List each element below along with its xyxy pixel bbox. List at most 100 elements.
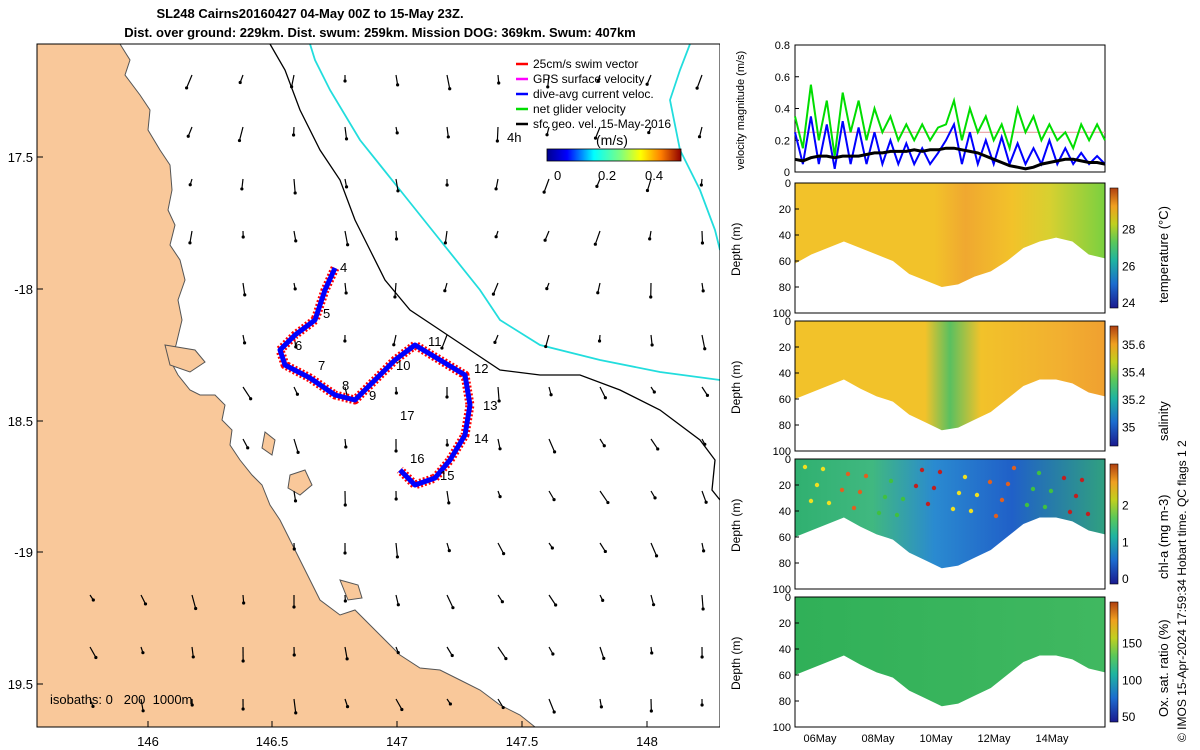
surface-velocity-arrowhead bbox=[649, 709, 653, 713]
velocity-y-tick-label: 0 bbox=[784, 167, 790, 179]
surface-velocity-arrowhead bbox=[295, 392, 300, 396]
chl-data-point bbox=[919, 467, 925, 473]
surface-velocity-arrowhead bbox=[243, 293, 247, 297]
surface-velocity-arrowhead bbox=[394, 391, 398, 395]
lat-tick-label: -19 bbox=[14, 545, 33, 560]
colorbar-label: Ox. sat. ratio (%) bbox=[1156, 619, 1171, 717]
title-line-1: SL248 Cairns20160427 04-May 00Z to 15-Ma… bbox=[156, 6, 464, 21]
surface-velocity-arrowhead bbox=[292, 605, 296, 609]
track-day-marker: 8 bbox=[342, 378, 349, 393]
lat-tick-label: 17.5 bbox=[8, 150, 33, 165]
legend-label: 25cm/s swim vector bbox=[533, 57, 638, 71]
surface-velocity-arrowhead bbox=[344, 291, 348, 295]
surface-velocity-arrowhead bbox=[649, 295, 653, 299]
surface-velocity-arrow bbox=[548, 438, 556, 453]
surface-velocity-arrowhead bbox=[91, 598, 95, 602]
surface-velocity-arrowhead bbox=[653, 496, 657, 500]
colorbar-tick-label: 28 bbox=[1122, 223, 1136, 237]
colorbar-title: (m/s) bbox=[596, 132, 628, 148]
surface-velocity-arrowhead bbox=[656, 447, 660, 451]
surface-velocity-arrowhead bbox=[396, 189, 400, 193]
surface-velocity-arrowhead bbox=[240, 187, 244, 191]
surface-velocity-arrowhead bbox=[392, 343, 396, 347]
speed-colorbar: (m/s) 4h 0 0.2 0.4 bbox=[507, 130, 682, 183]
surface-velocity-arrowhead bbox=[395, 555, 400, 559]
colorbar-tick-label: 35.2 bbox=[1122, 393, 1146, 407]
colorbar-tick-label: 26 bbox=[1122, 259, 1136, 273]
chl-data-point bbox=[826, 500, 832, 506]
chl-data-point bbox=[900, 496, 906, 502]
surface-velocity-arrow bbox=[444, 230, 448, 243]
chl-data-point bbox=[1036, 470, 1042, 476]
surface-velocity-arrow bbox=[696, 74, 703, 89]
legend-label: dive-avg current veloc. bbox=[533, 87, 654, 101]
surface-velocity-arrowhead bbox=[552, 498, 556, 502]
depth-tick-label: 40 bbox=[779, 368, 791, 380]
depth-ylabel: Depth (m) bbox=[729, 499, 743, 552]
depth-tick-label: 80 bbox=[779, 420, 791, 432]
surface-velocity-arrowhead bbox=[190, 703, 194, 707]
lon-tick-label: 146 bbox=[137, 734, 159, 749]
surface-velocity-arrowhead bbox=[446, 135, 450, 139]
surface-velocity-arrow bbox=[293, 230, 297, 241]
surface-velocity-arrowhead bbox=[395, 131, 399, 135]
surface-velocity-arrowhead bbox=[400, 707, 404, 712]
profile-frame bbox=[794, 182, 1106, 314]
surface-velocity-arrowhead bbox=[596, 291, 600, 295]
surface-velocity-arrow bbox=[548, 698, 555, 713]
surface-velocity-arrowhead bbox=[185, 86, 189, 90]
depth-tick-label: 100 bbox=[773, 308, 791, 320]
surface-velocity-arrowhead bbox=[293, 499, 298, 503]
surface-velocity-arrowhead bbox=[603, 396, 607, 400]
colorbar-tick-label: 100 bbox=[1122, 673, 1142, 687]
time-label: 4h bbox=[507, 130, 521, 145]
depth-ylabel: Depth (m) bbox=[729, 223, 743, 276]
surface-velocity-arrowhead bbox=[447, 549, 451, 553]
surface-velocity-arrow bbox=[441, 334, 448, 349]
surface-velocity-arrowhead bbox=[602, 444, 606, 448]
surface-velocity-arrow bbox=[701, 334, 706, 349]
profile-frame bbox=[794, 458, 1106, 590]
chl-data-point bbox=[839, 487, 845, 493]
surface-velocity-arrowhead bbox=[494, 235, 498, 239]
depth-tick-label: 20 bbox=[779, 204, 791, 216]
surface-velocity-arrowhead bbox=[294, 239, 298, 243]
surface-velocity-arrow bbox=[395, 594, 399, 605]
lon-tick-label: 148 bbox=[636, 734, 658, 749]
velocity-y-tick-label: 0.4 bbox=[775, 104, 790, 116]
surface-velocity-arrowhead bbox=[443, 241, 447, 245]
surface-velocity-arrow bbox=[650, 334, 653, 346]
surface-velocity-arrow bbox=[594, 126, 601, 139]
surface-velocity-arrow bbox=[187, 126, 193, 137]
depth-ylabel: Depth (m) bbox=[729, 637, 743, 690]
surface-velocity-arrowhead bbox=[606, 500, 610, 505]
surface-velocity-arrowhead bbox=[703, 442, 707, 446]
surface-velocity-arrow bbox=[293, 698, 297, 713]
surface-velocity-arrowhead bbox=[346, 243, 350, 247]
surface-velocity-arrowhead bbox=[648, 237, 652, 241]
surface-velocity-arrow bbox=[446, 490, 450, 503]
surface-velocity-arrowhead bbox=[645, 188, 650, 193]
colorbar-tick-label: 35.4 bbox=[1122, 365, 1146, 379]
colorbar-tick-0: 0 bbox=[554, 168, 561, 183]
chl-data-point bbox=[913, 483, 919, 489]
isobath-200m bbox=[269, 44, 720, 501]
surface-velocity-arrowhead bbox=[394, 497, 398, 501]
colorbar-label: temperature (°C) bbox=[1156, 206, 1171, 303]
surface-velocity-arrowhead bbox=[596, 79, 600, 83]
surface-velocity-arrowhead bbox=[652, 390, 656, 394]
surface-velocity-arrowhead bbox=[143, 602, 148, 606]
surface-velocity-arrowhead bbox=[650, 651, 654, 655]
surface-velocity-arrowhead bbox=[293, 191, 297, 195]
surface-velocity-arrowhead bbox=[343, 551, 347, 555]
surface-velocity-arrowhead bbox=[701, 289, 705, 293]
surface-velocity-arrow bbox=[646, 178, 652, 191]
depth-tick-label: 60 bbox=[779, 394, 791, 406]
depth-tick-label: 80 bbox=[779, 282, 791, 294]
surface-velocity-arrowhead bbox=[241, 707, 245, 711]
colorbar-tick-1: 0.2 bbox=[598, 168, 616, 183]
surface-velocity-arrow bbox=[599, 542, 606, 552]
depth-tick-label: 80 bbox=[779, 696, 791, 708]
colorbar-tick-label: 50 bbox=[1122, 710, 1136, 724]
